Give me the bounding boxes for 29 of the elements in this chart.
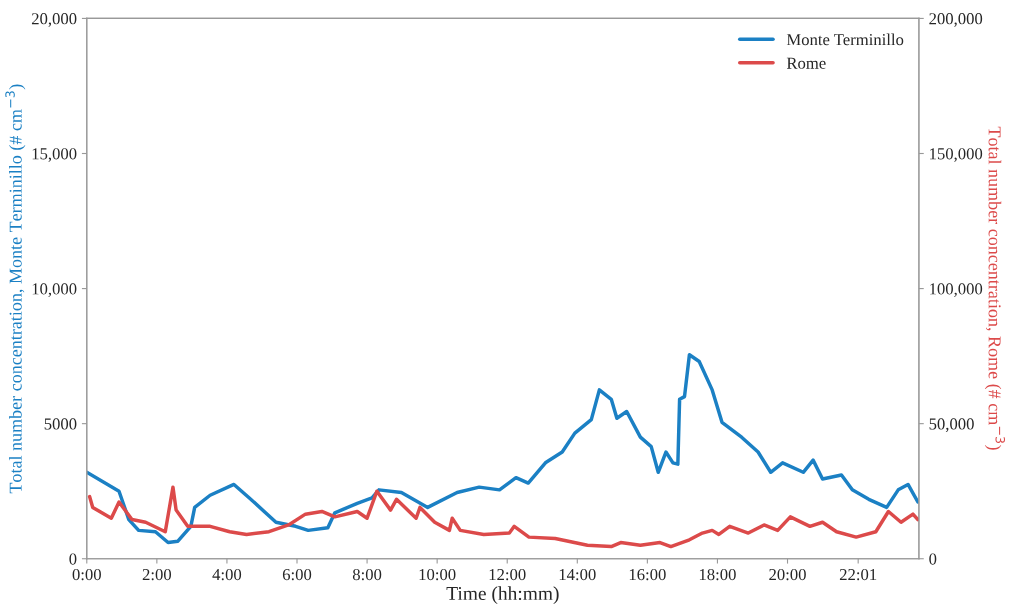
x-tick-label: 20:00	[769, 568, 806, 581]
y2-tick-label: 0	[929, 553, 937, 565]
x-tick-label: 6:00	[282, 568, 312, 581]
legend-label: Rome	[786, 57, 826, 69]
y-tick-label: 15,000	[32, 148, 77, 162]
x-tick-label: 22:01	[839, 568, 877, 581]
line-series	[87, 485, 919, 549]
x-tick-label: 12:00	[489, 568, 526, 581]
x-tick-label: 14:00	[559, 568, 596, 581]
x-tick-label: 2:00	[142, 568, 172, 581]
line-series	[86, 353, 919, 545]
y2-axis-title: Total number concentration, Rome (# cm$^{−3}$)	[984, 126, 1006, 450]
y-tick-label: 20,000	[31, 13, 77, 27]
x-tick-label: 16:00	[629, 568, 666, 581]
y-tick-label: 0	[69, 553, 77, 565]
x-tick-label: 10:00	[419, 568, 456, 581]
y2-tick-label: 200,000	[929, 13, 983, 27]
y-axis-title: Total number concentration, Monte Terminillo (# cm$^{−3}$)	[5, 84, 26, 494]
y2-tick-label: 150,000	[930, 148, 983, 162]
y-tick-label: 10,000	[32, 283, 77, 297]
legend-label: Monte Terminillo	[786, 33, 904, 46]
x-tick-label: 18:00	[699, 568, 736, 581]
x-tick-label: 4:00	[212, 568, 242, 581]
y-tick-label: 5000	[44, 418, 77, 430]
x-tick-label: 0:00	[72, 568, 101, 581]
x-tick-label: 8:00	[352, 568, 382, 581]
x-axis-title: Time (hh:mm)	[446, 586, 559, 604]
y2-tick-label: 100,000	[930, 283, 983, 297]
y2-tick-label: 50,000	[929, 418, 974, 433]
